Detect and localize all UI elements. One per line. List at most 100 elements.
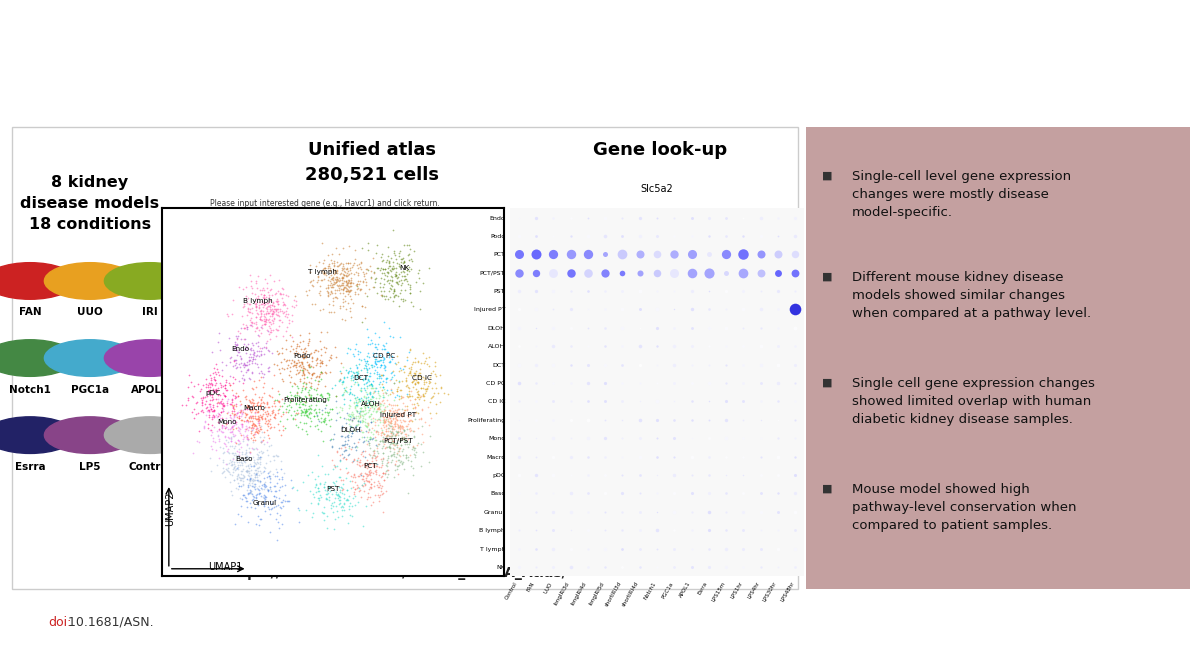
Point (230, 408, 250, 418)
Point (338, 435, 358, 445)
Point (337, 277, 356, 288)
Point (386, 267, 406, 277)
Point (335, 413, 354, 423)
Point (187, 397, 206, 408)
Point (301, 373, 320, 383)
Point (236, 340, 256, 351)
Point (258, 425, 277, 436)
Point (341, 475, 360, 486)
Point (260, 270, 280, 281)
Point (347, 483, 366, 493)
Point (396, 405, 415, 415)
Point (222, 460, 241, 471)
Point (319, 249, 338, 260)
Point (298, 411, 317, 422)
Point (326, 277, 346, 287)
Point (700, 415, 719, 425)
Point (613, 396, 632, 407)
Point (305, 375, 324, 385)
Point (410, 273, 430, 283)
Point (307, 354, 326, 365)
Point (331, 495, 350, 505)
Point (342, 412, 361, 422)
Point (388, 273, 407, 283)
Point (247, 467, 266, 478)
Point (265, 421, 284, 432)
Point (360, 283, 379, 294)
Point (382, 270, 401, 281)
Point (401, 284, 420, 294)
Point (390, 276, 409, 286)
Point (376, 405, 395, 415)
Point (408, 408, 427, 419)
Point (337, 284, 356, 294)
Point (342, 511, 361, 521)
Point (224, 411, 244, 421)
Point (389, 421, 408, 431)
Point (350, 457, 370, 467)
Point (380, 421, 400, 431)
Point (254, 405, 274, 415)
Point (240, 476, 259, 486)
Point (316, 262, 335, 273)
Text: APOL1: APOL1 (131, 385, 169, 395)
Point (361, 427, 380, 437)
Point (239, 416, 258, 426)
Point (362, 383, 382, 393)
Point (348, 455, 367, 465)
Point (383, 434, 402, 445)
Point (544, 470, 563, 480)
Point (595, 506, 614, 517)
Point (397, 380, 416, 390)
Point (310, 495, 329, 505)
Point (287, 296, 306, 306)
Point (377, 257, 396, 268)
Point (364, 467, 383, 478)
Point (235, 359, 254, 370)
Point (259, 433, 278, 443)
Point (751, 359, 770, 370)
Point (371, 436, 390, 447)
Point (751, 544, 770, 554)
Point (246, 414, 265, 424)
Point (270, 396, 289, 407)
Point (264, 503, 283, 513)
Point (341, 291, 360, 301)
Point (350, 284, 370, 295)
Point (414, 391, 433, 401)
Point (349, 415, 368, 426)
Point (413, 383, 432, 393)
Point (251, 465, 270, 476)
Point (421, 367, 440, 378)
Point (307, 383, 326, 394)
Point (203, 394, 222, 404)
Point (410, 413, 430, 423)
Point (197, 382, 216, 393)
Point (346, 393, 365, 403)
Point (229, 413, 248, 423)
Point (354, 521, 373, 531)
Point (378, 453, 397, 464)
Point (306, 408, 325, 418)
Point (260, 414, 280, 424)
Point (400, 347, 419, 357)
Point (404, 367, 424, 378)
Text: 10.1681/ASN.: 10.1681/ASN. (64, 616, 154, 629)
Point (256, 407, 275, 417)
Point (340, 278, 359, 288)
Point (206, 394, 226, 404)
Point (240, 498, 259, 508)
Point (288, 422, 307, 432)
Point (343, 482, 362, 492)
Point (340, 269, 359, 279)
Point (293, 399, 312, 409)
Point (324, 264, 343, 274)
Point (395, 271, 414, 281)
Point (228, 408, 247, 419)
Point (578, 488, 598, 499)
Point (392, 421, 412, 432)
Point (374, 417, 394, 428)
Point (337, 468, 356, 478)
Point (360, 434, 379, 445)
Point (544, 396, 563, 407)
